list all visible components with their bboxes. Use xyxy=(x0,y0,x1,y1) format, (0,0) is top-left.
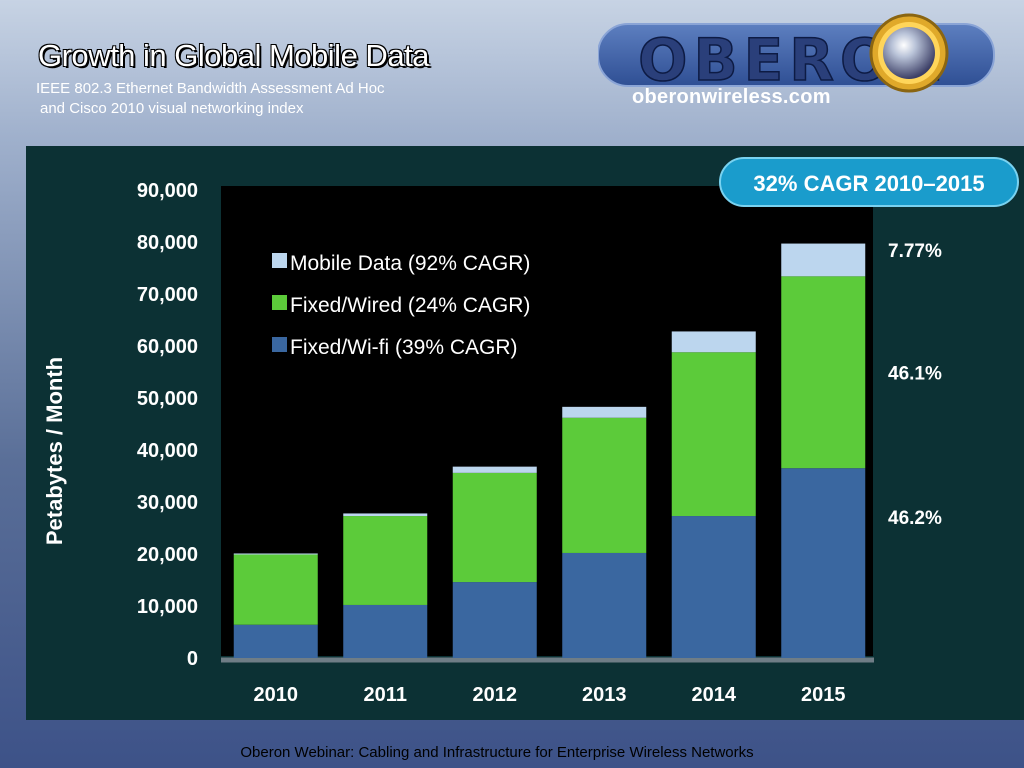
bar-segment xyxy=(343,516,428,605)
bar-segment xyxy=(562,552,647,658)
legend-label: Fixed/Wi-fi (39% CAGR) xyxy=(290,336,518,359)
legend-swatch xyxy=(272,295,287,310)
footer: Oberon Webinar: Cabling and Infrastructu… xyxy=(0,744,1024,761)
bar-segment xyxy=(781,276,866,469)
share-label: 46.1% xyxy=(888,363,942,384)
y-tick-label: 10,000 xyxy=(137,596,198,618)
y-tick-label: 40,000 xyxy=(137,440,198,462)
y-axis-label: Petabytes / Month xyxy=(42,357,67,545)
bar-segment xyxy=(452,472,537,583)
bar-segment xyxy=(343,513,428,517)
y-tick-label: 80,000 xyxy=(137,232,198,254)
legend-swatch xyxy=(272,337,287,352)
slide-subtitle-line2: and Cisco 2010 visual networking index xyxy=(40,100,304,117)
y-tick-label: 20,000 xyxy=(137,544,198,566)
bar-segment xyxy=(671,352,756,517)
bar-segment xyxy=(781,243,866,277)
x-tick-label: 2010 xyxy=(254,684,299,706)
y-tick-label: 0 xyxy=(187,648,198,670)
bar-segment xyxy=(233,554,318,625)
footer-text: Oberon Webinar: Cabling and Infrastructu… xyxy=(240,744,754,761)
y-tick-label: 30,000 xyxy=(137,492,198,514)
y-tick-label: 50,000 xyxy=(137,388,198,410)
x-tick-label: 2012 xyxy=(473,684,518,706)
share-label: 46.2% xyxy=(888,508,942,529)
y-tick-label: 90,000 xyxy=(137,180,198,202)
oberon-logo: OBERON xyxy=(597,6,1000,128)
plot-area xyxy=(221,186,873,656)
share-label: 7.77% xyxy=(888,241,942,262)
legend-label: Mobile Data (92% CAGR) xyxy=(290,252,530,275)
cagr-callout-text: 32% CAGR 2010–2015 xyxy=(753,171,984,196)
bar-segment xyxy=(452,582,537,658)
slide-title: Growth in Global Mobile Data xyxy=(38,38,429,73)
bar-segment xyxy=(452,466,537,473)
bar-segment xyxy=(233,624,318,658)
bar-segment xyxy=(671,331,756,353)
y-tick-label: 60,000 xyxy=(137,336,198,358)
x-tick-label: 2014 xyxy=(692,684,737,706)
bar-segment xyxy=(781,468,866,658)
x-tick-label: 2013 xyxy=(582,684,627,706)
x-tick-label: 2015 xyxy=(801,684,846,706)
bar-segment xyxy=(343,604,428,658)
bar-segment xyxy=(562,417,647,553)
y-tick-label: 70,000 xyxy=(137,284,198,306)
stacked-bar-chart: 0 10,000 20,000 30,000 40,000 50,000 60,000 70,… xyxy=(42,157,1019,706)
logo-url: oberonwireless.com xyxy=(632,86,831,108)
bar-segment xyxy=(671,516,756,658)
bar-segment xyxy=(233,553,318,555)
legend-label: Fixed/Wired (24% CAGR) xyxy=(290,294,530,317)
chart-panel: 0 10,000 20,000 30,000 40,000 50,000 60,000 70,… xyxy=(26,146,1024,720)
x-tick-label: 2011 xyxy=(364,684,407,706)
bar-segment xyxy=(562,406,647,418)
cagr-callout: 32% CAGR 2010–2015 xyxy=(719,157,1019,207)
legend-swatch xyxy=(272,253,287,268)
slide-subtitle-line1: IEEE 802.3 Ethernet Bandwidth Assessment… xyxy=(36,80,385,97)
